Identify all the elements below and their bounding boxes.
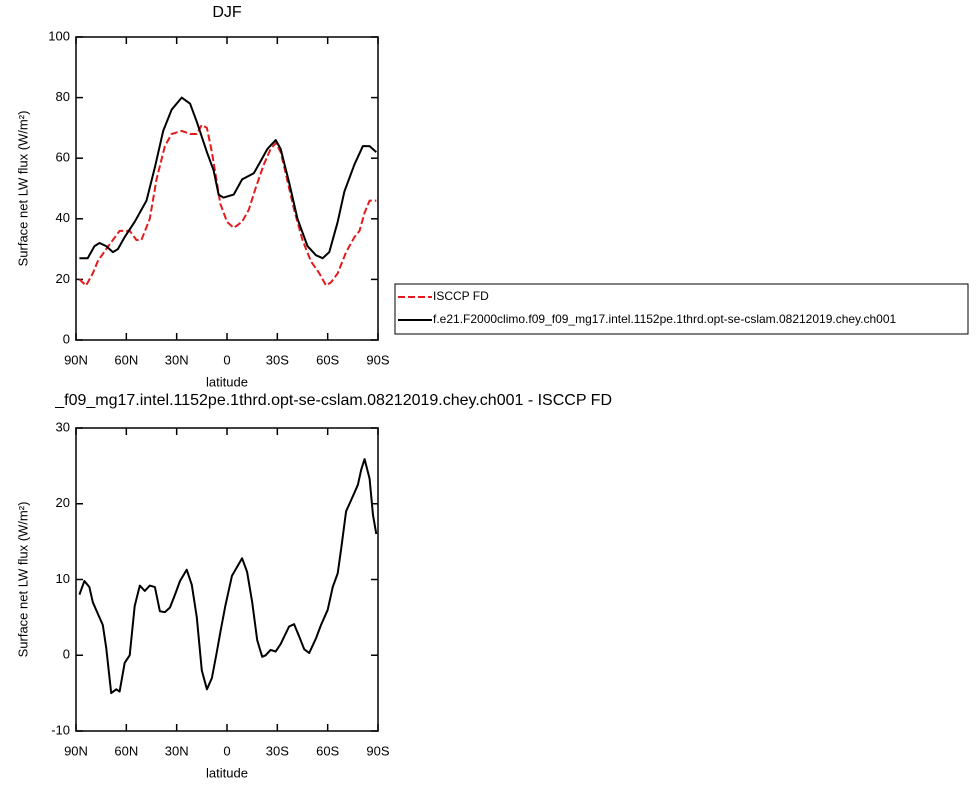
legend-label: ISCCP FD <box>433 289 489 303</box>
chart-title: _f09_mg17.intel.1152pe.1thrd.opt-se-csla… <box>54 392 612 409</box>
x-tick-label: 60S <box>316 352 339 367</box>
y-tick-label: 40 <box>56 210 70 225</box>
data-line <box>78 458 378 695</box>
legend-box <box>394 283 969 335</box>
x-tick-label: 30N <box>165 743 189 758</box>
x-tick-label: 90N <box>64 352 88 367</box>
x-tick-label: 30S <box>266 352 289 367</box>
y-tick-label: -10 <box>51 722 70 737</box>
data-line <box>78 123 377 287</box>
x-tick-label: 60N <box>114 352 138 367</box>
y-tick-label: 10 <box>56 571 70 586</box>
y-tick-label: 0 <box>63 647 70 662</box>
x-axis-label: latitude <box>206 374 248 389</box>
x-tick-label: 0 <box>223 743 230 758</box>
x-tick-label: 60S <box>316 743 339 758</box>
x-tick-label: 30S <box>266 743 289 758</box>
x-axis-label: latitude <box>206 765 248 780</box>
x-tick-label: 90S <box>366 743 389 758</box>
x-tick-label: 90N <box>64 743 88 758</box>
x-tick-label: 90S <box>366 352 389 367</box>
y-tick-label: 30 <box>56 419 70 434</box>
chart: _f09_mg17.intel.1152pe.1thrd.opt-se-csla… <box>15 392 612 780</box>
plot-frame <box>75 427 379 732</box>
plot-frame <box>75 36 379 341</box>
y-axis-label: Surface net LW flux (W/m²) <box>15 111 30 267</box>
x-tick-label: 30N <box>165 352 189 367</box>
chart-title: DJF <box>212 4 242 21</box>
y-tick-label: 20 <box>56 271 70 286</box>
x-tick-label: 0 <box>223 352 230 367</box>
legend: ISCCP FD f.e21.F2000climo.f09_f09_mg17.in… <box>394 283 969 335</box>
x-tick-label: 60N <box>114 743 138 758</box>
y-axis-label: Surface net LW flux (W/m²) <box>15 502 30 658</box>
chart: DJF latitude Surface net LW flux (W/m²) 0 20… <box>15 4 969 389</box>
y-tick-label: 80 <box>56 89 70 104</box>
y-tick-label: 100 <box>48 28 70 43</box>
y-tick-label: 20 <box>56 495 70 510</box>
y-tick-label: 0 <box>63 331 70 346</box>
y-tick-label: 60 <box>56 150 70 165</box>
data-line <box>79 96 377 260</box>
legend-label: f.e21.F2000climo.f09_f09_mg17.intel.1152… <box>433 312 897 326</box>
